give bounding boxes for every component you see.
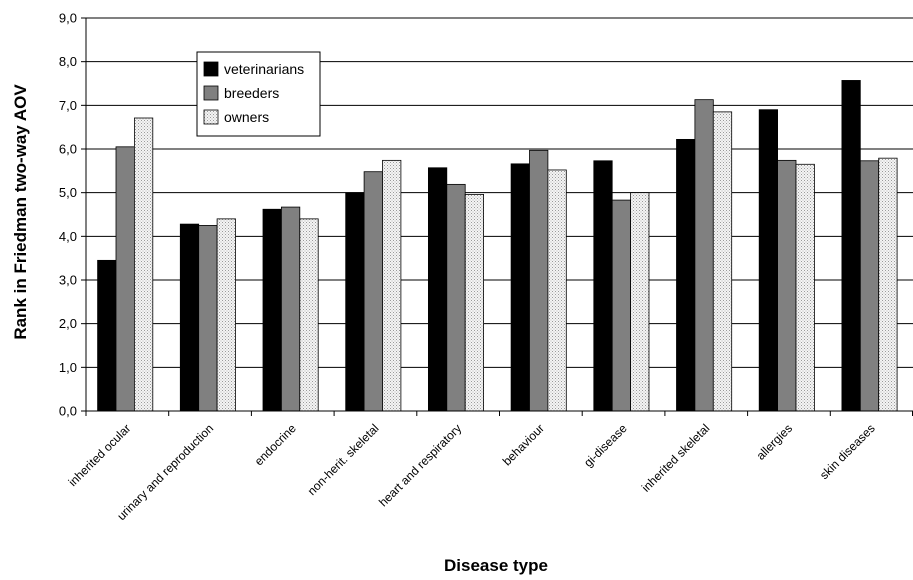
y-tick-label: 6,0 xyxy=(59,142,77,157)
bar-breeders xyxy=(859,160,880,412)
bar-veterinarians xyxy=(345,192,365,412)
x-tick-label: skin diseases xyxy=(817,421,878,482)
x-tick-label: behaviour xyxy=(500,421,547,468)
x-tick-label: gi-disease xyxy=(581,421,630,470)
bar-breeders xyxy=(694,99,714,412)
axes xyxy=(81,17,913,416)
x-tick-label: endocrine xyxy=(252,421,299,468)
y-tick-label: 1,0 xyxy=(59,360,77,375)
x-axis-title: Disease type xyxy=(444,556,548,575)
x-tick-label: non-herit. skeletal xyxy=(305,421,382,498)
legend-swatch xyxy=(203,61,219,77)
bar-breeders xyxy=(777,159,797,412)
x-tick-label: allergies xyxy=(754,421,796,463)
x-tick-label: heart and respiratory xyxy=(376,421,464,509)
legend: veterinarians breeders owners xyxy=(196,51,321,137)
bar-veterinarians xyxy=(510,163,530,412)
x-tick-label: inherited skeletal xyxy=(639,421,713,495)
bar-owners xyxy=(464,194,485,412)
bar-owners xyxy=(382,159,402,412)
legend-swatch xyxy=(203,109,219,125)
bar-veterinarians xyxy=(758,109,779,412)
y-tick-label: 7,0 xyxy=(59,98,77,113)
bar-veterinarians xyxy=(97,259,117,412)
y-tick-label: 8,0 xyxy=(59,54,77,69)
bar-owners xyxy=(630,192,650,412)
bar-breeders xyxy=(198,225,218,412)
bar-owners xyxy=(133,117,154,412)
x-tick-label: urinary and reproduction xyxy=(114,421,216,523)
x-tick-label: inherited ocular xyxy=(66,421,134,489)
legend-label: breeders xyxy=(224,85,279,101)
bar-breeders xyxy=(446,183,466,412)
legend-swatch xyxy=(203,85,219,101)
bar-breeders xyxy=(611,199,632,412)
y-tick-label: 4,0 xyxy=(59,229,77,244)
bars xyxy=(97,80,898,412)
bar-owners xyxy=(299,218,319,412)
y-tick-label: 2,0 xyxy=(59,316,77,331)
bar-breeders xyxy=(363,171,383,412)
bar-owners xyxy=(547,169,567,412)
bar-breeders xyxy=(280,206,301,412)
bar-veterinarians xyxy=(593,160,613,412)
y-tick-labels: 0,0 1,0 2,0 3,0 4,0 5,0 6,0 7,0 8,0 9,0 xyxy=(59,11,77,419)
bar-veterinarians xyxy=(676,138,696,412)
bar-breeders xyxy=(529,149,549,412)
y-axis-title: Rank in Friedman two-way AOV xyxy=(11,84,30,340)
bar-veterinarians xyxy=(262,208,282,412)
y-tick-label: 0,0 xyxy=(59,404,77,419)
bar-owners xyxy=(795,163,815,412)
y-tick-label: 9,0 xyxy=(59,11,77,26)
bar-veterinarians xyxy=(179,223,200,412)
bar-breeders xyxy=(115,146,135,412)
bar-owners xyxy=(216,218,236,412)
bar-owners xyxy=(878,157,898,412)
bar-veterinarians xyxy=(427,167,448,412)
legend-label: owners xyxy=(224,109,269,125)
y-tick-label: 5,0 xyxy=(59,185,77,200)
bar-owners xyxy=(712,111,733,412)
legend-label: veterinarians xyxy=(224,61,304,77)
bar-veterinarians xyxy=(841,80,861,412)
y-tick-label: 3,0 xyxy=(59,273,77,288)
